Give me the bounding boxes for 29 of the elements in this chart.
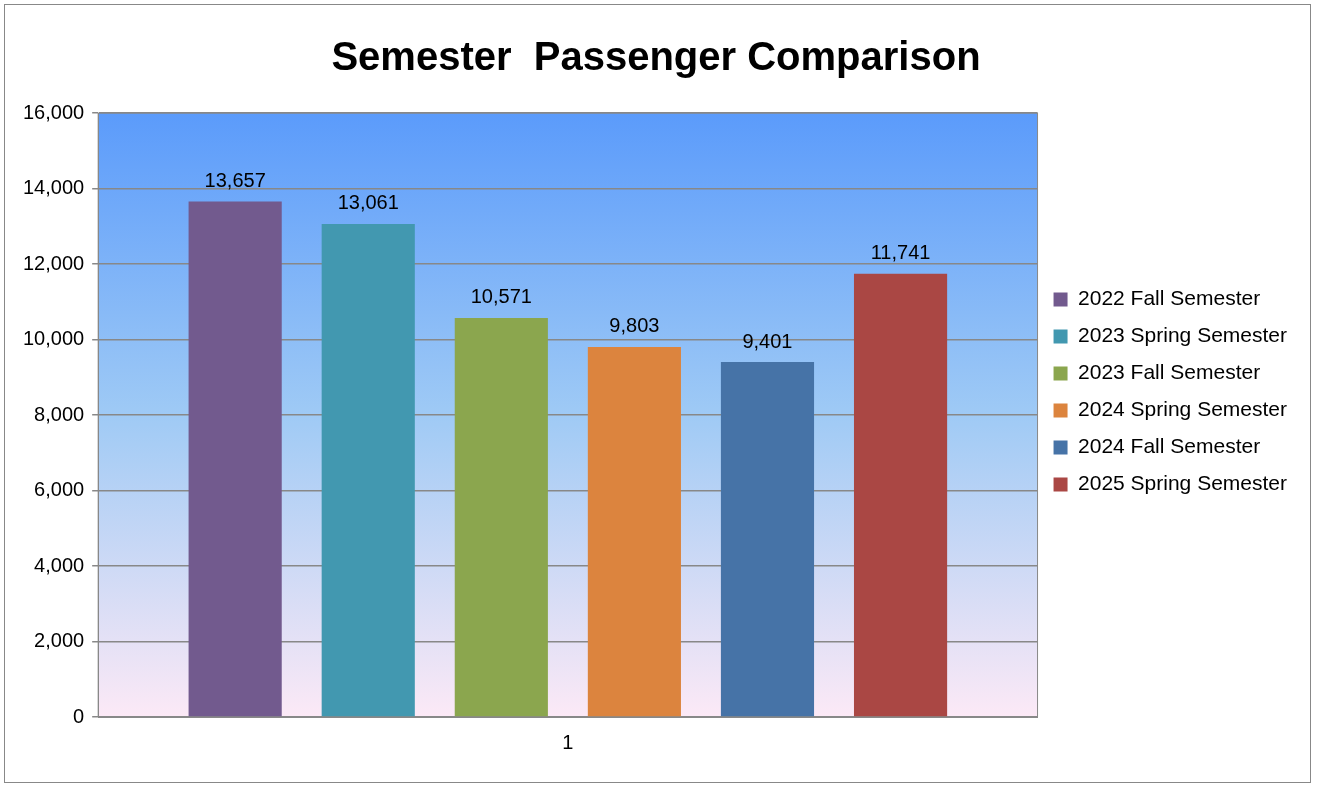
legend-label: 2022 Fall Semester (1078, 286, 1261, 310)
bar (720, 362, 815, 717)
chart-title: Semester Passenger Comparison (331, 34, 981, 79)
data-label: 9,401 (742, 329, 793, 352)
y-tick-label: 0 (73, 704, 85, 727)
bar (188, 201, 282, 717)
y-tick-label: 14,000 (23, 176, 85, 199)
legend-label: 2023 Fall Semester (1078, 360, 1261, 384)
data-label: 9,803 (609, 314, 660, 337)
bar (321, 223, 415, 717)
y-tick-label: 8,000 (34, 402, 85, 425)
data-label: 13,061 (337, 191, 399, 214)
bar (454, 317, 548, 717)
y-tick-label: 12,000 (23, 251, 85, 274)
x-tick-label: 1 (562, 730, 574, 753)
bar (853, 273, 948, 717)
legend-label: 2023 Spring Semester (1078, 323, 1288, 347)
bar (587, 346, 681, 717)
y-tick-label: 16,000 (23, 100, 85, 123)
data-label: 10,571 (470, 285, 532, 308)
legend-label: 2024 Fall Semester (1078, 434, 1261, 458)
data-label: 13,657 (204, 168, 266, 191)
y-tick-label: 2,000 (34, 629, 85, 652)
legend-label: 2025 Spring Semester (1078, 471, 1288, 495)
y-tick-label: 10,000 (23, 327, 85, 350)
legend-label: 2024 Spring Semester (1078, 397, 1288, 421)
data-label: 11,741 (870, 241, 931, 264)
y-tick-label: 4,000 (34, 553, 85, 576)
y-tick-label: 6,000 (34, 478, 85, 501)
